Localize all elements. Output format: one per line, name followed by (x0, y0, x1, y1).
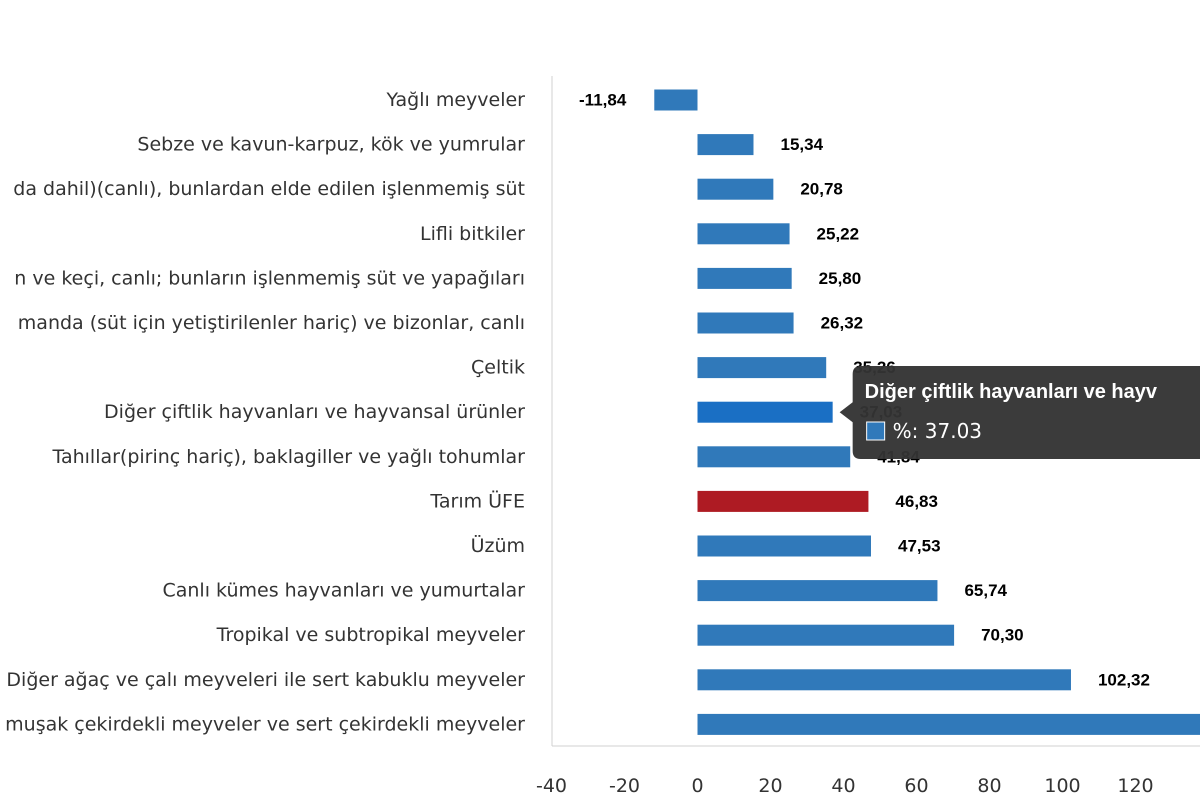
data-label: -11,84 (579, 91, 627, 110)
data-label: 46,83 (895, 492, 938, 511)
category-label: muşak çekirdekli meyveler ve sert çekird… (5, 713, 525, 735)
data-label: 70,30 (981, 626, 1024, 645)
category-label: da dahil)(canlı), bunlardan elde edilen … (13, 178, 525, 200)
x-tick-label: 0 (691, 775, 703, 797)
data-label: 47,53 (898, 537, 941, 556)
axis-layer (551, 76, 1200, 747)
bar[interactable] (697, 312, 794, 334)
bar[interactable] (697, 624, 955, 646)
data-label: 102,32 (1098, 670, 1150, 689)
x-axis-ticks: -40-200204060801001201 (536, 775, 1154, 797)
bar[interactable] (697, 401, 833, 423)
x-tick-label: -20 (609, 775, 640, 797)
bar[interactable] (697, 357, 827, 379)
x-tick-label: -40 (536, 775, 567, 797)
category-label: Tropikal ve subtropikal meyveler (216, 624, 526, 646)
bar[interactable] (697, 267, 792, 289)
bar[interactable] (654, 89, 698, 111)
category-label: Çeltik (471, 357, 525, 379)
tooltip-title: Diğer çiftlik hayvanları ve hayv (865, 381, 1158, 403)
tooltip-series-marker (866, 421, 886, 441)
category-label: Üzüm (471, 534, 525, 557)
category-label: Diğer çiftlik hayvanları ve hayvansal ür… (104, 401, 525, 423)
bar[interactable] (697, 223, 790, 245)
bar[interactable] (697, 713, 1200, 735)
x-tick-label: 80 (977, 775, 1001, 797)
x-tick-label: 100 (1044, 775, 1080, 797)
x-tick-label: 120 (1117, 775, 1153, 797)
bar[interactable] (697, 669, 1071, 691)
x-tick-label: 40 (831, 775, 855, 797)
category-labels: Yağlı meyveler Sebze ve kavun-karpuz, kök… (5, 89, 525, 735)
tooltip: Diğer çiftlik hayvanları ve hayv %: 37.0… (839, 366, 1200, 459)
bar[interactable] (697, 535, 871, 557)
tooltip-background (839, 366, 1200, 459)
category-label: Tarım ÜFE (429, 489, 525, 512)
category-label: n ve keçi, canlı; bunların işlenmemiş sü… (14, 267, 525, 289)
bar[interactable] (697, 178, 774, 200)
category-label: Tahıllar(pirinç hariç), baklagiller ve y… (51, 446, 525, 468)
data-label: 25,80 (819, 269, 862, 288)
category-label: manda (süt için yetiştirilenler hariç) v… (18, 312, 525, 334)
x-tick-label: 60 (904, 775, 928, 797)
data-label: 26,32 (821, 314, 864, 333)
category-label: Diğer ağaç ve çalı meyveleri ile sert ka… (6, 669, 525, 691)
data-label: 15,34 (780, 135, 823, 154)
bar[interactable] (697, 580, 938, 602)
tooltip-value: %: 37.03 (893, 419, 982, 443)
category-label: Canlı kümes hayvanları ve yumurtalar (162, 580, 525, 602)
data-label: 65,74 (964, 581, 1007, 600)
bar[interactable] (697, 134, 754, 156)
x-tick-label: 20 (758, 775, 782, 797)
data-label: 25,22 (817, 224, 860, 243)
category-label: Yağlı meyveler (386, 89, 526, 111)
category-label: Sebze ve kavun-karpuz, kök ve yumrular (137, 134, 525, 156)
data-label: 20,78 (800, 180, 843, 199)
bar[interactable] (697, 490, 869, 512)
bars-layer (654, 89, 1200, 735)
category-label: Lifli bitkiler (420, 223, 525, 245)
bar[interactable] (697, 446, 851, 468)
